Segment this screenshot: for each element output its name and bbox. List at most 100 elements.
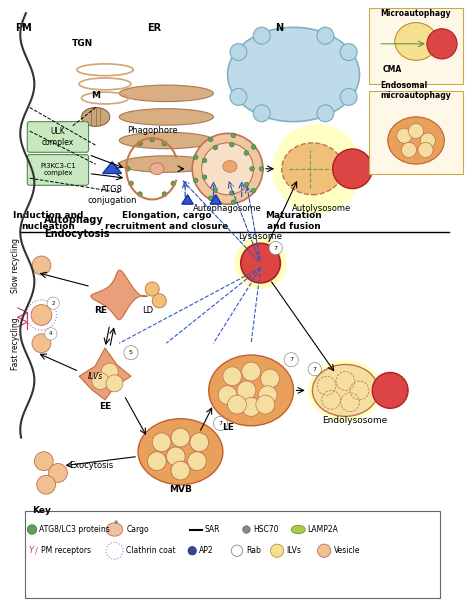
Circle shape [253, 27, 270, 44]
Ellipse shape [308, 360, 383, 421]
Circle shape [244, 150, 249, 155]
Circle shape [340, 88, 357, 105]
Circle shape [137, 191, 142, 196]
Text: ILVs: ILVs [286, 546, 301, 555]
Text: CMA: CMA [383, 65, 402, 74]
Circle shape [35, 452, 53, 471]
Circle shape [171, 181, 176, 186]
Text: 7: 7 [219, 421, 222, 426]
Text: EE: EE [99, 402, 111, 411]
Circle shape [188, 547, 197, 555]
Ellipse shape [82, 108, 110, 126]
Text: RE: RE [94, 306, 107, 315]
Text: Rab: Rab [246, 546, 261, 555]
Text: AP2: AP2 [199, 546, 214, 555]
Polygon shape [103, 162, 121, 173]
Circle shape [231, 200, 236, 205]
Text: Elongation, cargo
recruitment and closure: Elongation, cargo recruitment and closur… [105, 211, 228, 231]
Ellipse shape [395, 22, 438, 60]
Ellipse shape [228, 27, 359, 121]
Text: PM receptors: PM receptors [41, 546, 91, 555]
Circle shape [401, 143, 417, 158]
Text: ER: ER [147, 22, 162, 33]
Circle shape [137, 141, 142, 146]
Circle shape [261, 369, 279, 388]
Text: *: * [114, 520, 118, 529]
Text: HSC70: HSC70 [254, 525, 279, 534]
Circle shape [208, 137, 213, 142]
Circle shape [241, 243, 280, 283]
Ellipse shape [119, 132, 213, 149]
Circle shape [235, 237, 286, 289]
Circle shape [242, 362, 261, 381]
Text: 7: 7 [273, 245, 278, 251]
Circle shape [258, 386, 277, 405]
Polygon shape [210, 194, 221, 204]
Circle shape [317, 104, 334, 122]
Circle shape [145, 282, 159, 296]
Text: Endolysosome: Endolysosome [322, 416, 387, 425]
Circle shape [230, 88, 247, 105]
Circle shape [32, 334, 51, 353]
Circle shape [242, 397, 261, 416]
Text: TGN: TGN [72, 39, 93, 48]
Circle shape [188, 452, 206, 471]
Circle shape [171, 428, 190, 447]
Circle shape [251, 144, 256, 149]
Circle shape [202, 158, 207, 162]
Circle shape [229, 143, 234, 147]
Text: Induction and
nucleation: Induction and nucleation [13, 211, 84, 231]
Circle shape [92, 373, 109, 390]
Text: Maturation
and fusion: Maturation and fusion [265, 211, 322, 231]
FancyBboxPatch shape [27, 155, 89, 185]
Circle shape [27, 525, 36, 534]
Circle shape [171, 461, 190, 480]
Text: ILVs: ILVs [88, 371, 103, 381]
Circle shape [427, 29, 457, 59]
Circle shape [152, 433, 171, 452]
FancyBboxPatch shape [369, 91, 463, 173]
Polygon shape [182, 194, 193, 204]
Ellipse shape [291, 525, 305, 534]
Text: M: M [91, 91, 100, 100]
Circle shape [193, 178, 198, 183]
Circle shape [420, 133, 436, 148]
Circle shape [32, 256, 51, 275]
Circle shape [202, 175, 207, 179]
Ellipse shape [209, 355, 293, 426]
Ellipse shape [106, 523, 123, 536]
Circle shape [418, 143, 433, 158]
FancyBboxPatch shape [27, 121, 89, 152]
Circle shape [243, 525, 250, 533]
Circle shape [256, 395, 275, 414]
Circle shape [237, 381, 256, 400]
Text: LD: LD [142, 306, 153, 315]
Text: 5: 5 [129, 350, 133, 355]
Text: ATG8/LC3 proteins: ATG8/LC3 proteins [39, 525, 110, 534]
Circle shape [45, 328, 57, 340]
Circle shape [271, 544, 283, 557]
Text: ULK
complex: ULK complex [42, 127, 74, 147]
Circle shape [213, 416, 228, 431]
FancyBboxPatch shape [369, 8, 463, 84]
Circle shape [125, 167, 130, 171]
Circle shape [31, 304, 52, 326]
Circle shape [124, 345, 138, 360]
Circle shape [147, 452, 166, 471]
Circle shape [273, 124, 362, 214]
Text: 7: 7 [313, 367, 317, 371]
Text: Microautophagy: Microautophagy [381, 8, 451, 18]
Circle shape [333, 149, 372, 188]
Text: Y: Y [29, 546, 34, 555]
Circle shape [231, 133, 236, 138]
Circle shape [201, 143, 254, 194]
Ellipse shape [119, 85, 213, 101]
Ellipse shape [312, 364, 378, 416]
Circle shape [318, 544, 331, 557]
Text: Autophagy: Autophagy [44, 215, 103, 225]
Circle shape [218, 386, 237, 405]
Circle shape [162, 141, 167, 146]
Circle shape [106, 375, 123, 392]
Polygon shape [79, 348, 131, 400]
Text: Exocytosis: Exocytosis [69, 461, 113, 471]
